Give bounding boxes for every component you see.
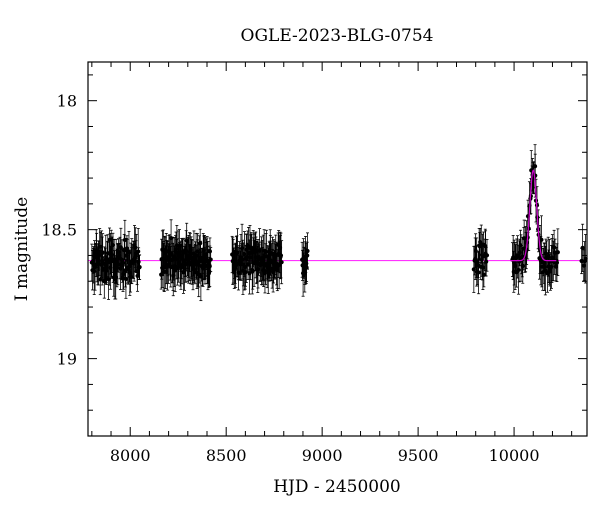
x-axis-label: HJD - 2450000 bbox=[273, 477, 401, 497]
x-tick-label: 8500 bbox=[206, 446, 247, 465]
data-point bbox=[516, 267, 521, 273]
data-point bbox=[207, 249, 213, 254]
data-point bbox=[106, 277, 111, 282]
x-tick-label: 10000 bbox=[489, 446, 540, 465]
y-axis-label: I magnitude bbox=[12, 197, 32, 301]
data-point bbox=[100, 250, 105, 255]
data-point bbox=[520, 263, 525, 269]
axis-ticks: 8000 8500 9000 9500 10000 18 18.5 19 bbox=[41, 62, 587, 465]
y-tick-label: 18.5 bbox=[41, 221, 77, 240]
data-point bbox=[123, 276, 129, 282]
data-point bbox=[124, 246, 130, 251]
plot-area bbox=[88, 144, 588, 302]
data-point bbox=[136, 259, 141, 264]
data-point bbox=[555, 250, 560, 255]
data-point bbox=[121, 271, 126, 277]
data-point bbox=[480, 265, 486, 270]
data-point bbox=[580, 245, 585, 250]
data-point bbox=[305, 248, 310, 254]
data-point bbox=[554, 260, 560, 265]
data-point bbox=[133, 245, 138, 250]
plot-frame bbox=[87, 61, 588, 437]
data-point bbox=[173, 246, 179, 252]
data-point bbox=[208, 257, 213, 262]
data-point bbox=[476, 270, 481, 275]
data-point bbox=[278, 253, 284, 258]
data-point bbox=[549, 264, 554, 269]
data-point bbox=[543, 251, 549, 256]
model-curve bbox=[510, 169, 557, 262]
x-tick-label: 9000 bbox=[302, 446, 343, 465]
data-point bbox=[137, 265, 142, 270]
data-point bbox=[539, 237, 544, 242]
data-point bbox=[198, 241, 203, 246]
x-tick-label: 9500 bbox=[398, 446, 439, 465]
chart-title: OGLE-2023-BLG-0754 bbox=[241, 26, 434, 46]
data-point bbox=[484, 253, 490, 258]
x-tick-label: 8000 bbox=[110, 446, 151, 465]
y-tick-label: 19 bbox=[57, 350, 77, 369]
y-tick-label: 18 bbox=[57, 92, 77, 111]
data-point bbox=[484, 259, 489, 264]
data-point bbox=[279, 260, 284, 265]
